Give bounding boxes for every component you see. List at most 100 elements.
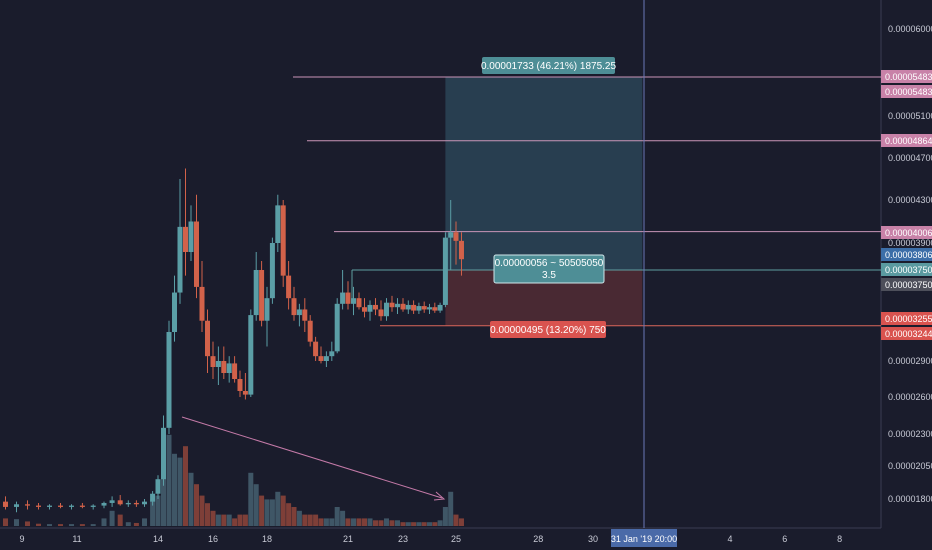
price-tick-label: 0.00002050 <box>888 461 932 471</box>
profit-label-box <box>482 57 615 74</box>
volume-bar <box>411 522 417 526</box>
volume-bar <box>296 510 302 526</box>
candle-body <box>296 309 302 316</box>
volume-bar <box>221 514 227 526</box>
candle-body <box>221 361 227 373</box>
candle-body <box>400 303 406 310</box>
candle-body <box>313 341 319 357</box>
crosshair-time-label: 31 Jan '19 20:00 <box>611 534 677 544</box>
candle-body <box>448 232 454 238</box>
price-tick-label: 0.00004700 <box>888 153 932 163</box>
price-tick-label: 0.00006000 <box>888 24 932 34</box>
candle-body <box>36 505 41 507</box>
candle-body <box>177 226 183 293</box>
date-tick-label: 9 <box>19 534 24 544</box>
volume-bar <box>389 520 395 526</box>
price-tag-entry <box>881 263 932 276</box>
candle-body <box>47 505 52 507</box>
candle-body <box>150 493 156 502</box>
date-tick-label: 8 <box>837 534 842 544</box>
price-tag-label: 0.00003750 <box>885 265 932 275</box>
volume-bar <box>125 522 131 526</box>
loss-label: 0.00000495 (13.20%) 750 <box>490 325 606 336</box>
volume-bar <box>194 484 199 526</box>
volume-bar <box>400 522 406 526</box>
candle-body <box>109 500 115 503</box>
candle-body <box>205 320 210 357</box>
price-tag-label: 0.00003806 <box>885 250 932 260</box>
price-tick-label: 0.00002900 <box>888 356 932 366</box>
candle-body <box>155 479 161 494</box>
candle-body <box>269 243 275 299</box>
volume-bar <box>205 503 210 526</box>
price-tag-label: 0.00003244 <box>885 329 932 339</box>
volume-bar <box>232 518 238 526</box>
candle-body <box>142 501 147 505</box>
candle-body <box>427 307 432 310</box>
volume-bar <box>345 518 351 526</box>
volume-bar <box>155 495 161 526</box>
crosshair-time-tag <box>611 529 677 547</box>
volume-bar <box>367 518 373 526</box>
candle-body <box>318 356 324 361</box>
volume-bar <box>69 524 74 526</box>
date-tick-label: 28 <box>533 534 543 544</box>
candle-body <box>437 304 443 311</box>
candle-body <box>367 304 373 312</box>
candle-body <box>323 356 329 361</box>
price-tick-label: 0.00003900 <box>888 238 932 248</box>
candle-body <box>340 292 346 304</box>
volume-bar <box>117 514 123 526</box>
candle-body <box>329 351 335 357</box>
price-tag-label: 0.00003750 <box>885 280 932 290</box>
price-tag-label: 0.00005483 <box>885 87 932 97</box>
candle-body <box>334 303 340 352</box>
volume-bar <box>421 522 427 526</box>
volume-bar <box>215 514 221 526</box>
date-tick-label: 6 <box>782 534 787 544</box>
price-tag-level-line <box>881 134 932 147</box>
volume-bar <box>318 518 324 526</box>
volume-bar <box>188 472 194 526</box>
price-tag-label: 0.00004864 <box>885 136 932 146</box>
volume-bar <box>334 507 340 526</box>
candle-body <box>172 292 177 332</box>
candle-body <box>79 505 85 507</box>
volume-bar <box>183 446 188 526</box>
volume-bar <box>291 507 297 526</box>
candle-body <box>183 226 188 252</box>
volume-bar <box>307 514 313 526</box>
volume-bar <box>36 523 41 526</box>
volume-bar <box>101 518 107 526</box>
date-tick-label: 18 <box>262 534 272 544</box>
candle-body <box>453 232 459 241</box>
volume-bar <box>172 453 177 526</box>
center-label-line1: 0.00000056 ~ 50505050 <box>495 258 604 269</box>
volume-bar <box>47 524 52 526</box>
price-tick-label: 0.00002300 <box>888 429 932 439</box>
candle-body <box>69 505 74 507</box>
price-tick-label: 0.00002600 <box>888 392 932 402</box>
price-tag-label: 0.00003255 <box>885 314 932 324</box>
candle-body <box>101 502 107 506</box>
candle-body <box>362 307 367 312</box>
date-tick-label: 25 <box>451 534 461 544</box>
volume-bar <box>416 522 422 526</box>
candle-body <box>237 379 243 391</box>
volume-bar <box>384 518 389 526</box>
volume-bar <box>356 518 362 526</box>
candle-body <box>194 221 199 287</box>
candle-body <box>280 205 286 276</box>
candle-body <box>199 286 205 321</box>
volume-bar <box>226 514 232 526</box>
candle-body <box>14 504 19 507</box>
volume-bar <box>199 495 205 526</box>
volume-bar <box>395 520 400 526</box>
volume-bar <box>150 499 156 526</box>
candle-body <box>395 303 400 308</box>
price-tag-stop <box>881 327 932 340</box>
candle-body <box>25 504 30 506</box>
volume-bar <box>14 519 19 526</box>
